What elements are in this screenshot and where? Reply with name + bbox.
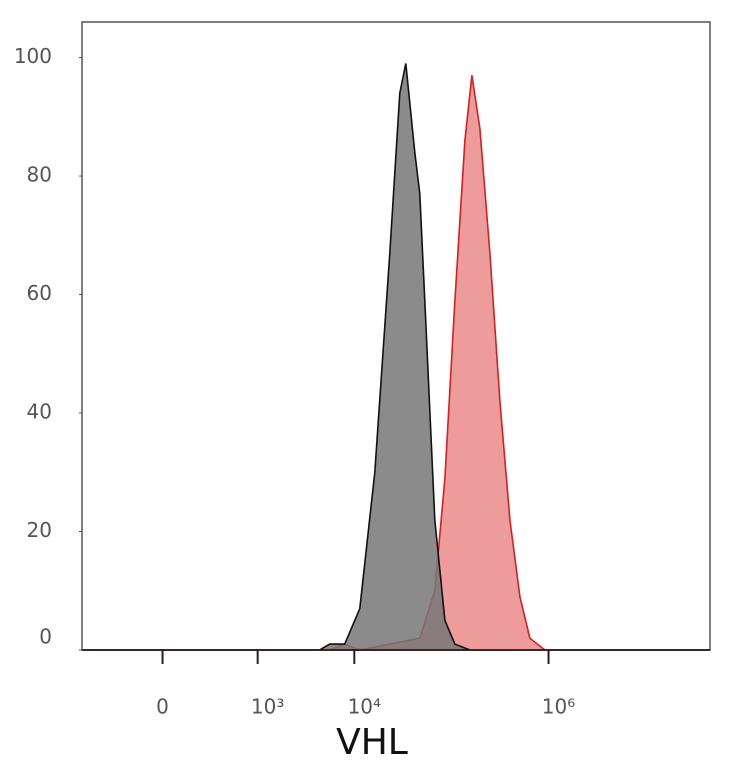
y-tick-label: 100 xyxy=(14,44,52,68)
x-axis-title: VHL xyxy=(336,722,408,763)
y-tick-label: 80 xyxy=(27,163,52,187)
y-tick-label: 60 xyxy=(27,281,52,305)
x-tick-label: 10³ xyxy=(251,695,284,719)
y-tick-label: 20 xyxy=(27,518,52,542)
x-tick-label: 10⁶ xyxy=(542,695,575,719)
y-tick-label: 0 xyxy=(39,625,52,649)
y-tick-label: 40 xyxy=(27,400,52,424)
x-tick-label: 10⁴ xyxy=(348,695,381,719)
histogram-area xyxy=(82,63,710,651)
x-tick-label: 0 xyxy=(156,695,169,719)
